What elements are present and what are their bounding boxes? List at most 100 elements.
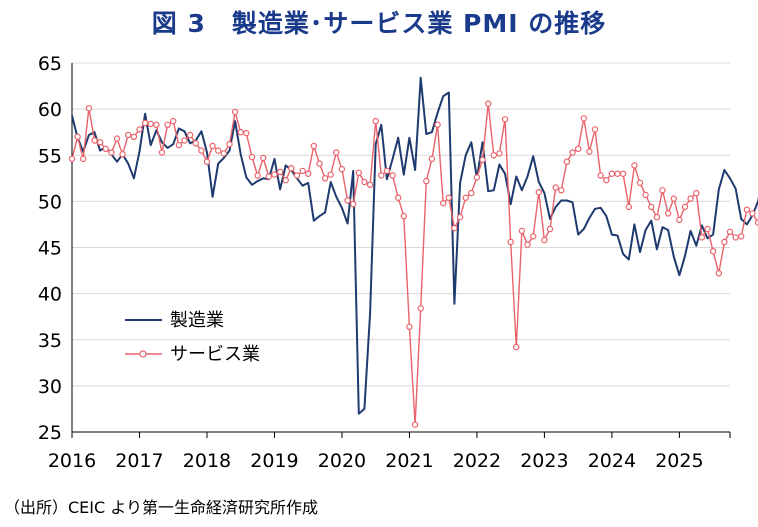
services-point-118	[732, 234, 739, 241]
services-point-85	[546, 225, 554, 233]
services-point-60	[406, 323, 413, 330]
services-point-15	[153, 121, 160, 129]
services-point-98	[619, 170, 627, 177]
services-point-92	[586, 148, 593, 155]
services-point-116	[721, 238, 728, 246]
legend-label-services: サービス業	[170, 344, 260, 365]
services-point-33	[254, 172, 261, 179]
services-point-48	[338, 165, 346, 173]
services-point-94	[597, 172, 604, 179]
services-point-8	[113, 135, 121, 142]
chart-title: 図 3 製造業･サービス業 PMI の推移	[151, 9, 607, 38]
services-point-51	[355, 169, 362, 176]
services-point-62	[417, 305, 424, 312]
services-point-121	[749, 210, 756, 217]
services-point-19	[175, 141, 183, 149]
services-point-99	[625, 203, 633, 211]
services-point-0	[68, 155, 76, 163]
services-point-113	[704, 225, 711, 233]
y-tick-label-45: 45	[38, 238, 62, 260]
services-point-97	[614, 170, 621, 177]
services-point-27	[220, 150, 227, 157]
services-point-80	[518, 227, 526, 235]
services-point-74	[485, 100, 492, 107]
services-point-105	[659, 187, 666, 194]
services-point-28	[226, 140, 233, 148]
services-point-36	[271, 171, 278, 178]
services-point-114	[709, 247, 717, 255]
services-point-108	[676, 216, 683, 223]
services-point-115	[715, 270, 723, 277]
services-point-16	[158, 149, 166, 156]
services-point-7	[108, 149, 115, 156]
services-point-78	[507, 238, 514, 246]
y-tick-label-55: 55	[38, 145, 62, 167]
services-point-81	[524, 241, 531, 248]
source-note: （出所）CEIC より第一生命経済研究所作成	[4, 498, 318, 517]
services-point-4	[91, 137, 98, 144]
services-point-23	[198, 147, 205, 154]
services-point-2	[79, 155, 87, 163]
x-tick-label-2016: 2016	[48, 450, 96, 472]
y-tick-label-30: 30	[38, 376, 62, 398]
services-point-68	[451, 224, 458, 232]
series-line-manufacturing	[71, 76, 758, 415]
services-point-37	[276, 168, 284, 176]
services-point-64	[428, 155, 436, 163]
services-point-12	[136, 126, 143, 133]
services-point-102	[642, 191, 649, 199]
services-point-95	[603, 176, 610, 184]
services-point-43	[310, 142, 317, 150]
services-point-120	[743, 206, 751, 213]
x-tick-label-2017: 2017	[115, 450, 163, 472]
y-tick-label-40: 40	[38, 284, 62, 306]
services-point-88	[563, 158, 571, 165]
services-point-96	[608, 170, 616, 177]
services-point-34	[260, 154, 267, 162]
services-point-86	[552, 184, 559, 191]
x-tick-label-2020: 2020	[318, 450, 366, 472]
services-point-18	[169, 117, 177, 125]
services-point-40	[293, 172, 301, 179]
services-point-56	[383, 167, 391, 175]
services-point-5	[96, 139, 104, 146]
services-point-50	[350, 200, 357, 208]
services-point-58	[395, 194, 402, 201]
services-point-39	[288, 164, 295, 172]
services-point-38	[282, 176, 289, 184]
y-tick-label-35: 35	[38, 330, 62, 352]
services-point-42	[305, 170, 312, 177]
services-point-1	[74, 133, 81, 140]
services-point-90	[575, 145, 582, 152]
services-point-72	[473, 174, 481, 181]
services-point-13	[141, 119, 149, 127]
services-point-20	[181, 137, 188, 144]
services-point-63	[423, 177, 430, 185]
services-point-3	[85, 104, 93, 112]
services-point-66	[440, 199, 447, 207]
x-tick-label-2021: 2021	[385, 450, 433, 472]
x-tick-label-2023: 2023	[520, 450, 568, 472]
services-point-54	[372, 117, 379, 125]
services-point-41	[299, 167, 306, 175]
services-point-100	[631, 162, 638, 169]
services-point-17	[164, 121, 171, 129]
y-tick-label-60: 60	[38, 99, 62, 121]
services-point-107	[670, 195, 678, 202]
y-tick-label-25: 25	[38, 422, 62, 444]
services-point-31	[243, 129, 250, 137]
services-point-77	[501, 116, 509, 123]
services-point-55	[378, 172, 385, 179]
services-point-67	[445, 194, 452, 201]
services-point-70	[462, 194, 469, 201]
services-point-49	[344, 197, 351, 204]
x-tick-label-2018: 2018	[183, 450, 231, 472]
services-point-106	[664, 210, 672, 217]
services-point-91	[580, 115, 588, 122]
services-point-45	[321, 175, 329, 182]
y-tick-label-65: 65	[38, 53, 62, 75]
services-point-30	[237, 128, 244, 136]
services-point-25	[209, 142, 216, 150]
services-point-75	[490, 152, 497, 159]
